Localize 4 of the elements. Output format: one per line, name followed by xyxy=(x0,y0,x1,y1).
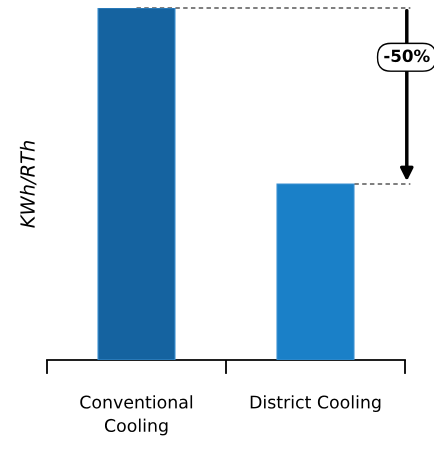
annotation: -50% xyxy=(384,50,430,62)
x-tick-label: District Cooling xyxy=(250,395,380,412)
x-tick-label: Conventional Cooling xyxy=(80,395,192,436)
y-axis-title: KWh/RTh xyxy=(20,141,36,228)
